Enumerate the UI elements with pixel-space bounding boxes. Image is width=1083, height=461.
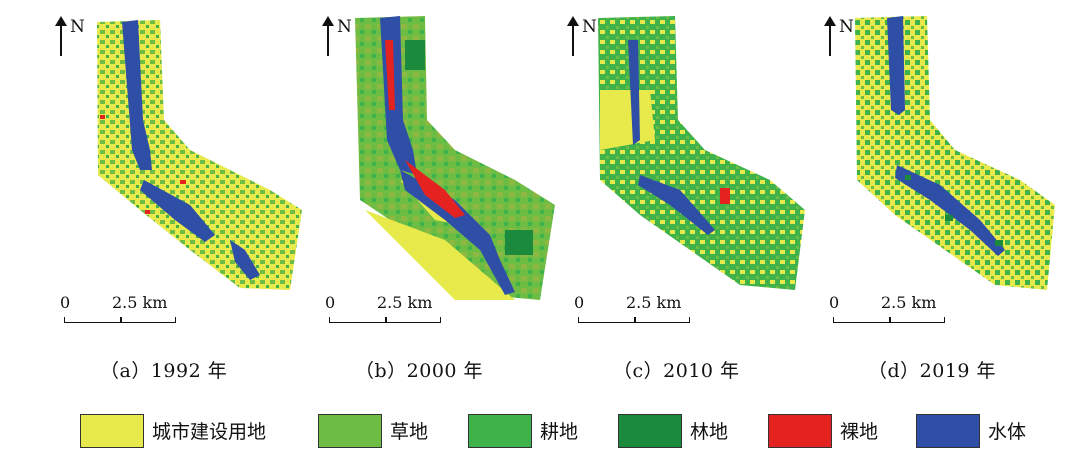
scale-distance-label: 2.5 km bbox=[377, 293, 433, 312]
north-arrow-icon bbox=[322, 16, 334, 56]
scale-bar: 0 2.5 km bbox=[60, 293, 180, 323]
scale-bar: 0 2.5 km bbox=[829, 293, 949, 323]
scale-distance-label: 2.5 km bbox=[626, 293, 682, 312]
legend-swatch bbox=[318, 414, 382, 448]
map-panel-2000: N 0 2.5 km bbox=[305, 0, 567, 335]
north-label: N bbox=[70, 17, 85, 37]
map-legend: 城市建设用地 草地 耕地 林地 裸地 水体 bbox=[80, 412, 1040, 452]
north-arrow-icon bbox=[55, 16, 67, 56]
legend-swatch bbox=[80, 414, 144, 448]
caption-2019: （d）2019 年 bbox=[868, 360, 997, 382]
legend-swatch bbox=[618, 414, 682, 448]
scale-bar: 0 2.5 km bbox=[325, 293, 445, 323]
legend-swatch bbox=[768, 414, 832, 448]
land-use-map-1992 bbox=[97, 20, 302, 290]
scale-zero-label: 0 bbox=[325, 293, 336, 312]
north-label: N bbox=[337, 17, 352, 37]
legend-swatch bbox=[916, 414, 980, 448]
map-panel-2019: N 0 2.5 km bbox=[815, 0, 1077, 335]
legend-label: 水体 bbox=[988, 421, 1027, 443]
scale-distance-label: 2.5 km bbox=[112, 293, 168, 312]
caption-2010: （c）2010 年 bbox=[613, 360, 740, 382]
map-panel-1992: N 0 2.5 km bbox=[40, 0, 302, 335]
land-use-map-2019 bbox=[855, 16, 1055, 290]
north-label: N bbox=[582, 17, 597, 37]
legend-label: 耕地 bbox=[540, 421, 579, 443]
map-panel-2010: N 0 2.5 km bbox=[560, 0, 822, 335]
scale-bar: 0 2.5 km bbox=[574, 293, 694, 323]
legend-label: 林地 bbox=[690, 421, 729, 443]
north-arrow-icon bbox=[567, 16, 579, 56]
north-label: N bbox=[839, 17, 854, 37]
scale-zero-label: 0 bbox=[829, 293, 840, 312]
legend-label: 裸地 bbox=[840, 421, 879, 443]
caption-2000: （b）2000 年 bbox=[355, 360, 484, 382]
scale-zero-label: 0 bbox=[574, 293, 585, 312]
legend-label: 城市建设用地 bbox=[152, 421, 267, 443]
legend-swatch bbox=[468, 414, 532, 448]
land-use-map-2010 bbox=[598, 16, 805, 290]
land-use-map-2000 bbox=[355, 16, 555, 300]
scale-distance-label: 2.5 km bbox=[881, 293, 937, 312]
caption-1992: （a）1992 年 bbox=[100, 360, 228, 382]
scale-zero-label: 0 bbox=[60, 293, 71, 312]
north-arrow-icon bbox=[824, 16, 836, 56]
legend-label: 草地 bbox=[390, 421, 429, 443]
